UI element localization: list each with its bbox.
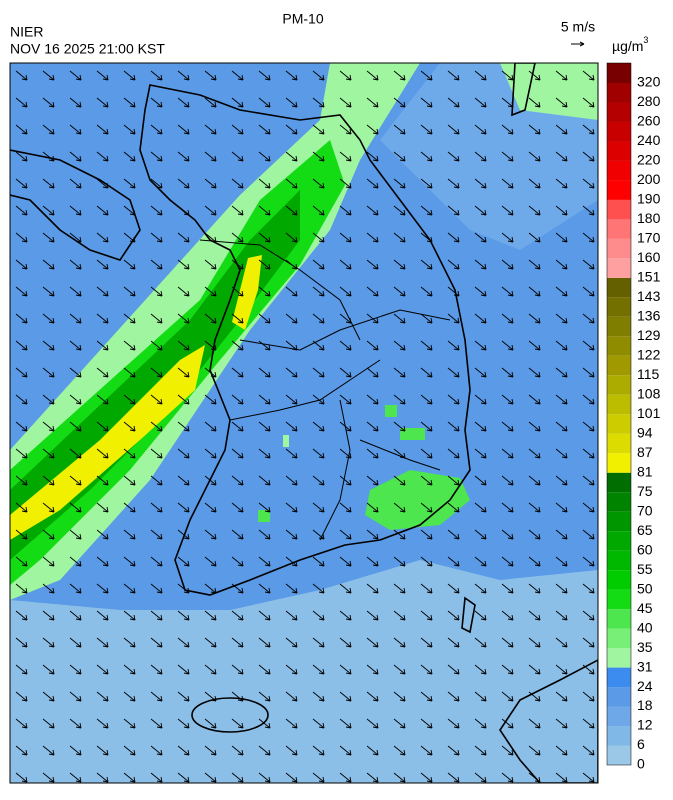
colorbar-segment bbox=[607, 180, 631, 200]
colorbar-segment bbox=[607, 511, 631, 532]
colorbar-segment bbox=[607, 570, 631, 590]
timestamp: NOV 16 2025 21:00 KST bbox=[10, 41, 165, 57]
colorbar-segment bbox=[607, 687, 631, 707]
colorbar-segment bbox=[607, 83, 631, 103]
colorbar-label: 160 bbox=[637, 249, 661, 265]
colorbar-label: 24 bbox=[637, 678, 653, 694]
colorbar-segment bbox=[607, 706, 631, 727]
colorbar-segment bbox=[607, 219, 631, 239]
unit: µg/m3 bbox=[612, 35, 648, 53]
colorbar-segment bbox=[607, 609, 631, 629]
unit-superscript: 3 bbox=[643, 35, 648, 45]
colorbar-label: 81 bbox=[637, 463, 653, 479]
colorbar: 0 6 12 18 24 31 35 40 45 50 55 60 65 70 75 81 87 94 101 108… bbox=[606, 62, 661, 772]
colorbar-label: 129 bbox=[637, 327, 661, 343]
colorbar-label: 6 bbox=[637, 736, 645, 752]
colorbar-label: 65 bbox=[637, 522, 653, 538]
colorbar-segment bbox=[607, 472, 631, 493]
colorbar-label: 0 bbox=[637, 756, 645, 772]
colorbar-frame bbox=[606, 62, 632, 766]
colorbar-segment bbox=[607, 667, 631, 688]
colorbar-label: 151 bbox=[637, 269, 661, 285]
colorbar-label: 40 bbox=[637, 619, 653, 635]
colorbar-label: 18 bbox=[637, 697, 653, 713]
colorbar-label: 108 bbox=[637, 385, 661, 401]
colorbar-label: 170 bbox=[637, 230, 661, 246]
colorbar-label: 280 bbox=[637, 93, 661, 109]
colorbar-segment bbox=[607, 531, 631, 551]
map bbox=[10, 63, 598, 783]
colorbar-label: 87 bbox=[637, 444, 653, 460]
colorbar-segment bbox=[607, 375, 631, 395]
colorbar-segment bbox=[607, 589, 631, 610]
title: PM-10 bbox=[282, 11, 323, 27]
colorbar-label: 45 bbox=[637, 600, 653, 616]
agency: NIER bbox=[10, 24, 43, 40]
colorbar-label: 12 bbox=[637, 717, 653, 733]
colorbar-label: 35 bbox=[637, 639, 653, 655]
colorbar-label: 200 bbox=[637, 171, 661, 187]
colorbar-segment bbox=[607, 238, 631, 259]
colorbar-label: 260 bbox=[637, 113, 661, 129]
unit-base: µg/m bbox=[612, 38, 643, 54]
colorbar-segment bbox=[607, 121, 631, 142]
colorbar-segment bbox=[607, 199, 631, 220]
wind-vectors bbox=[10, 63, 598, 783]
map-frame bbox=[9, 62, 599, 784]
colorbar-label: 143 bbox=[637, 288, 661, 304]
colorbar-segment bbox=[607, 277, 631, 298]
colorbar-segment bbox=[607, 141, 631, 161]
vector-scale: 5 m/s bbox=[561, 19, 595, 35]
colorbar-label: 240 bbox=[637, 132, 661, 148]
colorbar-segment bbox=[607, 628, 631, 649]
colorbar-segment bbox=[607, 316, 631, 337]
colorbar-segment bbox=[607, 63, 631, 83]
colorbar-label: 115 bbox=[637, 366, 660, 382]
colorbar-segment bbox=[607, 648, 631, 668]
colorbar-label: 75 bbox=[637, 483, 653, 499]
colorbar-segment bbox=[607, 355, 631, 376]
colorbar-label: 94 bbox=[637, 424, 653, 440]
colorbar-label: 60 bbox=[637, 541, 653, 557]
colorbar-label: 190 bbox=[637, 191, 661, 207]
colorbar-label: 50 bbox=[637, 580, 653, 596]
colorbar-segment bbox=[607, 258, 631, 278]
colorbar-segment bbox=[607, 726, 631, 746]
colorbar-segment bbox=[607, 492, 631, 512]
colorbar-segment bbox=[607, 160, 631, 181]
colorbar-segment bbox=[607, 745, 631, 765]
colorbar-segment bbox=[607, 414, 631, 434]
colorbar-label: 220 bbox=[637, 152, 661, 168]
colorbar-segment bbox=[607, 102, 631, 122]
colorbar-segment bbox=[607, 453, 631, 473]
colorbar-label: 180 bbox=[637, 210, 661, 226]
colorbar-segment bbox=[607, 433, 631, 454]
colorbar-label: 101 bbox=[637, 405, 661, 421]
colorbar-label: 122 bbox=[637, 347, 661, 363]
colorbar-label: 320 bbox=[637, 74, 661, 90]
colorbar-label: 70 bbox=[637, 502, 653, 518]
colorbar-segment bbox=[607, 336, 631, 356]
colorbar-label: 136 bbox=[637, 308, 661, 324]
colorbar-label: 55 bbox=[637, 561, 653, 577]
colorbar-segment bbox=[607, 394, 631, 415]
colorbar-segment bbox=[607, 297, 631, 317]
colorbar-label: 31 bbox=[637, 658, 653, 674]
colorbar-segment bbox=[607, 550, 631, 571]
vector-scale-arrow bbox=[571, 41, 585, 47]
